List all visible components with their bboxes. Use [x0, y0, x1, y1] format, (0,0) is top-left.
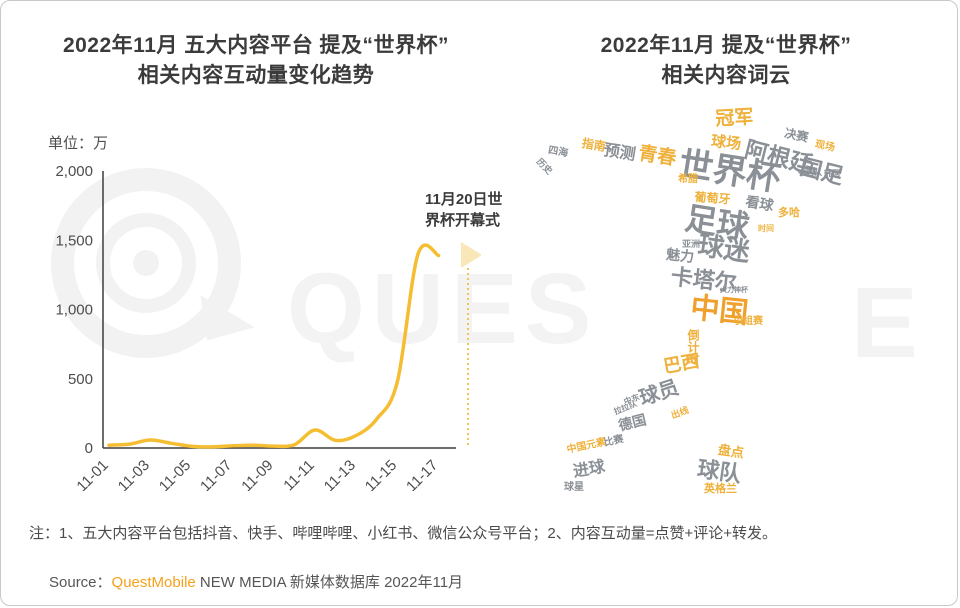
wordcloud-word: 历史	[534, 156, 555, 177]
y-tick-label: 2,000	[55, 163, 93, 180]
source-brand: QuestMobile	[111, 574, 196, 591]
x-tick-label: 11-09	[238, 457, 276, 491]
x-tick-label: 11-11	[280, 457, 318, 491]
unit-label: 单位：万	[48, 135, 109, 152]
wordcloud-word: 出线	[669, 404, 691, 421]
wordcloud-word: 大力神杯	[720, 287, 748, 294]
source-prefix: Source：	[49, 574, 112, 591]
wordcloud-word: 冠军	[714, 107, 755, 130]
annotation-arrow-icon	[461, 242, 482, 268]
wordcloud-word: 决赛	[783, 126, 810, 145]
y-tick-label: 500	[68, 371, 93, 388]
left-chart-title-line1: 2022年11月 五大内容平台 提及“世界杯”	[62, 34, 450, 57]
questmobile-logo-dot-icon	[133, 250, 159, 276]
chart-annotation: 11月20日世界杯开幕式	[425, 191, 503, 229]
wordcloud-word: 球迷	[696, 230, 752, 267]
right-wordcloud-title-line1: 2022年11月 提及“世界杯”	[600, 34, 852, 57]
source-line: Source：QuestMobile NEW MEDIA 新媒体数据库 2022…	[49, 571, 463, 592]
wordcloud-word: 青春	[636, 143, 678, 170]
y-tick-label: 1,500	[55, 232, 93, 249]
wordcloud-word: 中国元素	[565, 436, 608, 456]
wordcloud-word: 魅力	[665, 246, 695, 265]
wordcloud-word: 亚洲	[682, 239, 701, 249]
source-suffix: NEW MEDIA 新媒体数据库 2022年11月	[195, 574, 464, 591]
x-tick-label: 11-15	[362, 457, 400, 491]
wordcloud-word: 葡萄牙	[694, 190, 731, 207]
right-wordcloud-title: 2022年11月 提及“世界杯” 相关内容词云	[526, 31, 926, 91]
wordcloud-word: 球场	[710, 133, 742, 154]
wordcloud-word: 球队	[695, 456, 743, 487]
wordcloud: 世界杯 足球 球迷 卡塔尔 中国 阿根廷 国足 冠军 球场 决赛 现场 中国队 韩国 青春 预测 指南 四海 历史…	[534, 101, 956, 516]
footnote: 注：1、五大内容平台包括抖音、快手、哔哩哔哩、小红书、微信公众号平台；2、内容互…	[29, 525, 777, 542]
wordcloud-word: 预测	[602, 142, 637, 164]
x-tick-label: 11-13	[321, 457, 359, 491]
wordcloud-word: 盘点	[717, 442, 745, 461]
x-tick-label: 11-07	[197, 457, 235, 491]
wordcloud-word: 现场	[813, 139, 836, 154]
wordcloud-word: 中国队	[798, 168, 822, 177]
wordcloud-word: 英格兰	[704, 483, 737, 495]
right-wordcloud-title-line2: 相关内容词云	[661, 64, 791, 87]
x-tick-label: 11-17	[403, 457, 441, 491]
x-tick-label: 11-03	[115, 457, 153, 491]
wordcloud-word: 时间	[758, 224, 774, 233]
y-tick-label: 0	[85, 440, 93, 457]
x-tick-label: 11-01	[73, 457, 111, 491]
watermark-text-right: E	[851, 267, 925, 379]
y-tick-label: 1,000	[55, 302, 93, 319]
wordcloud-word: 进球	[571, 458, 607, 481]
wordcloud-word: 球星	[564, 482, 584, 493]
x-tick-label: 11-05	[156, 457, 194, 491]
wordcloud-word: 倒计时	[686, 329, 700, 365]
watermark-text-left: QUES	[287, 253, 599, 365]
trend-line	[107, 243, 441, 449]
wordcloud-word: 德国	[616, 411, 648, 434]
wordcloud-word: 韩国	[824, 169, 840, 178]
wordcloud-word: 多哈	[778, 207, 800, 219]
left-chart-title: 2022年11月 五大内容平台 提及“世界杯” 相关内容互动量变化趋势	[31, 31, 481, 91]
left-chart-title-line2: 相关内容互动量变化趋势	[137, 64, 375, 87]
wordcloud-word: 希腊	[678, 174, 698, 185]
wordcloud-word: 指南	[580, 136, 607, 154]
wordcloud-word: 小组赛	[733, 316, 763, 327]
wordcloud-word: 巴西	[661, 350, 701, 377]
wordcloud-word: 球员	[636, 376, 682, 410]
line-chart: 0 500 1,000 1,500 2,000 11-01 11-03 11-05 11-07 1…	[41, 156, 482, 495]
wordcloud-word: 四海	[547, 145, 569, 160]
